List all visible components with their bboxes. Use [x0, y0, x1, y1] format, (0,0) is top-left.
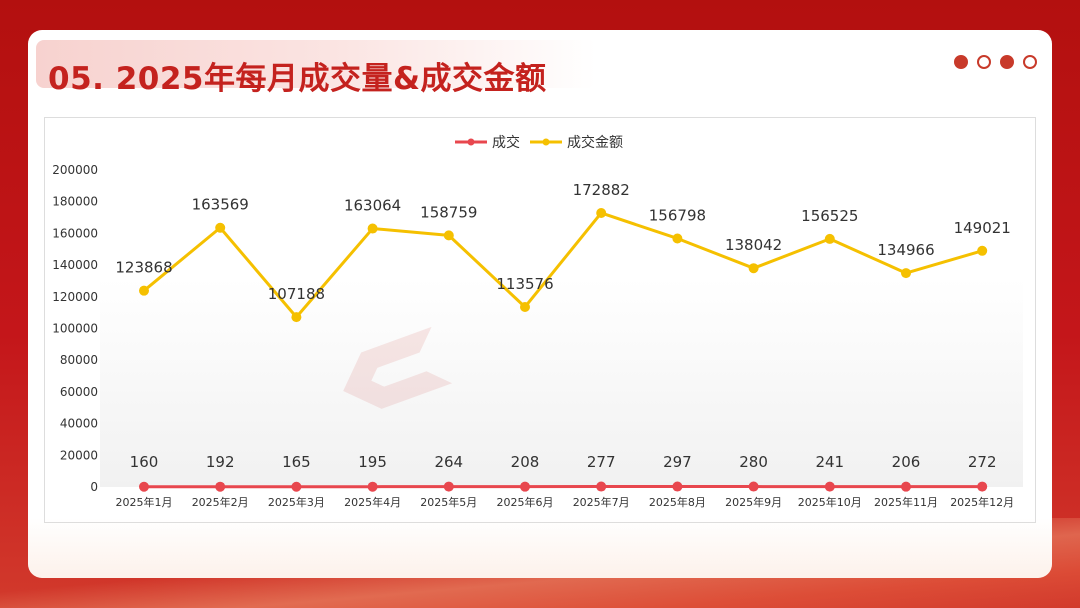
data-point	[215, 222, 226, 233]
data-point	[596, 207, 607, 218]
data-point	[596, 481, 607, 492]
y-tick-label: 100000	[52, 322, 98, 336]
data-point	[291, 312, 302, 323]
x-tick-label: 2025年5月	[420, 495, 477, 509]
data-label: 163569	[192, 196, 249, 214]
chart-frame: 0 20000 40000 60000 80000 100000 120000 140000 1…	[44, 117, 1036, 523]
data-point	[748, 481, 759, 492]
data-label: 160	[130, 453, 159, 471]
data-label: 149021	[954, 219, 1011, 237]
data-point	[520, 481, 530, 492]
indicator-dot-2	[977, 55, 991, 69]
data-label: 134966	[877, 241, 934, 259]
y-tick-label: 20000	[60, 448, 98, 462]
data-label: 172882	[573, 181, 630, 199]
data-point	[824, 481, 835, 492]
data-point	[367, 223, 378, 234]
slide-indicator	[954, 55, 1037, 69]
x-tick-label: 2025年3月	[268, 495, 325, 509]
y-tick-label: 0	[90, 480, 98, 494]
data-point	[139, 481, 149, 492]
data-point	[367, 481, 378, 492]
data-label: 138042	[725, 236, 782, 254]
data-label: 165	[282, 453, 311, 471]
legend-label: 成交金额	[567, 134, 623, 151]
data-label: 206	[892, 453, 921, 471]
line-chart: 0 20000 40000 60000 80000 100000 120000 140000 1…	[52, 134, 1014, 509]
y-tick-label: 180000	[52, 195, 98, 209]
y-tick-label: 160000	[52, 226, 98, 240]
data-label: 123868	[115, 259, 172, 277]
x-tick-label: 2025年12月	[950, 495, 1014, 509]
indicator-dot-1	[954, 55, 968, 69]
data-label: 272	[968, 453, 997, 471]
x-tick-label: 2025年11月	[874, 495, 938, 509]
legend-swatch-dot	[467, 138, 475, 146]
data-label: 195	[358, 453, 387, 471]
x-tick-label: 2025年1月	[116, 495, 173, 509]
x-tick-label: 2025年6月	[497, 495, 554, 509]
x-tick-label: 2025年7月	[573, 495, 630, 509]
x-tick-label: 2025年8月	[649, 495, 706, 509]
data-label: 280	[739, 453, 768, 471]
slide-card: 05. 2025年每月成交量&成交金额 0 20000 40000 60000 8000…	[28, 30, 1052, 578]
y-tick-label: 200000	[52, 163, 98, 177]
data-point	[824, 233, 835, 244]
data-point	[139, 285, 149, 296]
data-point	[672, 481, 683, 492]
data-point	[977, 245, 988, 256]
data-label: 241	[815, 453, 844, 471]
data-point	[672, 233, 683, 244]
data-label: 163064	[344, 197, 401, 215]
y-tick-label: 140000	[52, 258, 98, 272]
data-point	[901, 268, 911, 279]
page-title: 05. 2025年每月成交量&成交金额	[48, 61, 547, 97]
data-label: 208	[511, 453, 540, 471]
indicator-dot-4	[1023, 55, 1037, 69]
x-tick-label: 2025年4月	[344, 495, 401, 509]
data-point	[291, 481, 302, 492]
x-tick-label: 2025年2月	[192, 495, 249, 509]
data-point	[520, 301, 530, 312]
data-label: 156525	[801, 207, 858, 225]
data-label: 158759	[420, 203, 477, 221]
data-label: 113576	[496, 275, 553, 293]
legend-label: 成交	[492, 134, 520, 151]
title-banner: 05. 2025年每月成交量&成交金额	[36, 40, 596, 97]
data-point	[901, 481, 911, 492]
y-tick-label: 60000	[60, 385, 98, 399]
x-tick-label: 2025年10月	[798, 495, 862, 509]
indicator-dot-3	[1000, 55, 1014, 69]
data-point	[977, 481, 988, 492]
data-point	[443, 230, 454, 241]
data-label: 277	[587, 453, 616, 471]
data-label: 156798	[649, 206, 706, 224]
y-tick-label: 40000	[60, 417, 98, 431]
data-point	[215, 481, 226, 492]
series-line-2	[143, 211, 983, 319]
data-label: 297	[663, 453, 692, 471]
watermark-logo-icon	[343, 326, 453, 409]
legend-swatch-dot	[542, 138, 550, 146]
data-point	[443, 481, 454, 492]
data-label: 107188	[268, 285, 325, 303]
data-point	[748, 263, 759, 274]
x-tick-label: 2025年9月	[725, 495, 782, 509]
data-label: 264	[434, 453, 463, 471]
y-tick-label: 120000	[52, 290, 98, 304]
y-tick-label: 80000	[60, 353, 98, 367]
data-label: 192	[206, 453, 235, 471]
